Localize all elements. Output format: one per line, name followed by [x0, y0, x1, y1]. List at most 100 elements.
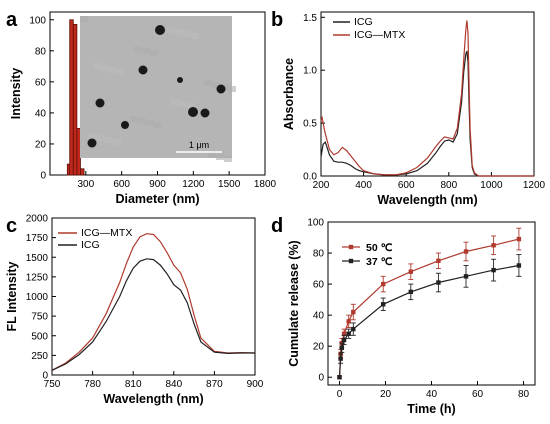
tem-texture — [216, 154, 224, 160]
data-point — [436, 258, 441, 264]
legend-label: ICG—MTX — [81, 227, 132, 239]
data-point — [338, 356, 343, 361]
data-point — [463, 274, 469, 279]
data-point — [408, 269, 413, 274]
series-line — [320, 50, 534, 177]
y-tick-label: 1.5 — [303, 13, 317, 24]
scale-bar-label: 1 μm — [189, 140, 209, 150]
y-tick-label: 1750 — [26, 233, 49, 244]
plot-frame — [320, 11, 535, 177]
x-tick-label: 1200 — [182, 179, 205, 190]
panel-label-d: d — [271, 215, 283, 237]
panel-label-c: c — [6, 215, 17, 237]
x-tick-label: 900 — [149, 179, 166, 190]
data-point — [341, 331, 347, 336]
panel-label-a: a — [6, 9, 18, 31]
panel-a-size-distribution: 300 600 900 1200 1500 1800 0 20 40 60 80 100 Diamete… — [9, 11, 277, 206]
x-tick-label: 80 — [518, 389, 530, 400]
series-line — [51, 233, 256, 371]
x-tick-label: 0 — [337, 389, 343, 400]
tem-texture — [167, 27, 175, 33]
y-tick-label: 40 — [35, 108, 47, 119]
x-tick-label: 1000 — [480, 180, 503, 191]
tem-texture — [150, 50, 158, 56]
y-tick-label: 80 — [35, 46, 47, 57]
x-tick-label: 600 — [113, 179, 130, 190]
tem-texture — [105, 137, 113, 143]
tem-texture — [183, 31, 191, 37]
data-point — [516, 236, 522, 242]
x-tick-label: 400 — [355, 180, 372, 191]
nanoparticle — [87, 138, 97, 148]
panel-c-fluorescence-chart: 750 780 810 840 870 900 0 250 500 750 1000 1250 1500… — [5, 214, 264, 407]
x-tick-label: 60 — [472, 389, 484, 400]
tem-texture — [175, 29, 183, 35]
y-tick-label: 1000 — [26, 292, 49, 303]
tem-inset-image — [80, 16, 232, 158]
tem-texture — [93, 63, 101, 69]
x-tick-label: 810 — [125, 379, 142, 390]
x-tick-label: 750 — [44, 379, 61, 390]
y-tick-label: 20 — [313, 342, 325, 353]
data-point — [339, 345, 344, 350]
x-tick-label: 870 — [206, 379, 223, 390]
y-tick-label: 100 — [29, 15, 46, 26]
nanoparticle — [200, 108, 210, 118]
tem-texture — [204, 80, 212, 86]
tem-texture — [89, 133, 97, 139]
nanoparticle — [121, 121, 129, 129]
y-tick-label: 80 — [313, 249, 325, 260]
tem-texture — [179, 101, 187, 107]
x-axis-title: Time (h) — [407, 402, 455, 416]
data-point — [381, 302, 386, 307]
tem-texture — [154, 122, 162, 128]
tem-texture — [80, 16, 88, 22]
y-tick-label: 500 — [31, 331, 48, 342]
y-tick-label: 250 — [31, 351, 48, 362]
x-tick-label: 20 — [380, 389, 392, 400]
y-axis-title: Intensity — [9, 68, 23, 119]
panel-d-release-chart: 0 20 40 60 80 0 20 40 60 80 100 Time (h) Cumulate re… — [287, 218, 536, 416]
histogram-bar — [80, 168, 85, 176]
histogram-bar — [72, 24, 78, 176]
data-point — [346, 319, 351, 324]
y-axis-title: FL Intensity — [5, 261, 19, 331]
y-axis-title: Absorbance — [282, 58, 296, 130]
legend-label: 37 ℃ — [366, 256, 393, 268]
y-tick-label: 100 — [307, 218, 324, 229]
nanoparticle — [138, 65, 148, 75]
x-tick-label: 600 — [398, 180, 415, 191]
y-tick-label: 0 — [318, 373, 324, 384]
legend-marker — [348, 258, 354, 264]
data-point — [381, 281, 386, 287]
x-axis-title: Diameter (nm) — [115, 192, 199, 206]
data-point — [337, 375, 342, 380]
data-point — [436, 280, 441, 285]
tem-texture — [113, 139, 121, 145]
nanoparticle — [155, 25, 165, 35]
histogram-bar — [76, 128, 81, 176]
tem-texture — [97, 135, 105, 141]
y-tick-label: 2000 — [26, 214, 49, 225]
x-tick-label: 200 — [313, 180, 330, 191]
tem-texture — [228, 86, 236, 92]
legend-label: ICG — [354, 16, 373, 28]
y-tick-label: 750 — [31, 312, 48, 323]
y-tick-label: 60 — [35, 77, 47, 88]
series-line — [338, 264, 520, 378]
y-tick-label: 1500 — [26, 253, 49, 264]
tem-texture — [212, 82, 220, 88]
x-axis-title: Wavelength (nm) — [103, 392, 203, 406]
x-tick-label: 840 — [165, 379, 182, 390]
data-point — [516, 263, 522, 268]
data-point — [341, 337, 347, 343]
tem-texture — [208, 152, 216, 158]
legend-label: 50 ℃ — [366, 242, 393, 254]
tem-texture — [101, 65, 109, 71]
data-point — [346, 331, 351, 336]
data-point — [351, 309, 356, 315]
legend-label: ICG — [81, 239, 100, 251]
legend-label: ICG—MTX — [354, 29, 405, 41]
tem-texture — [224, 156, 232, 162]
